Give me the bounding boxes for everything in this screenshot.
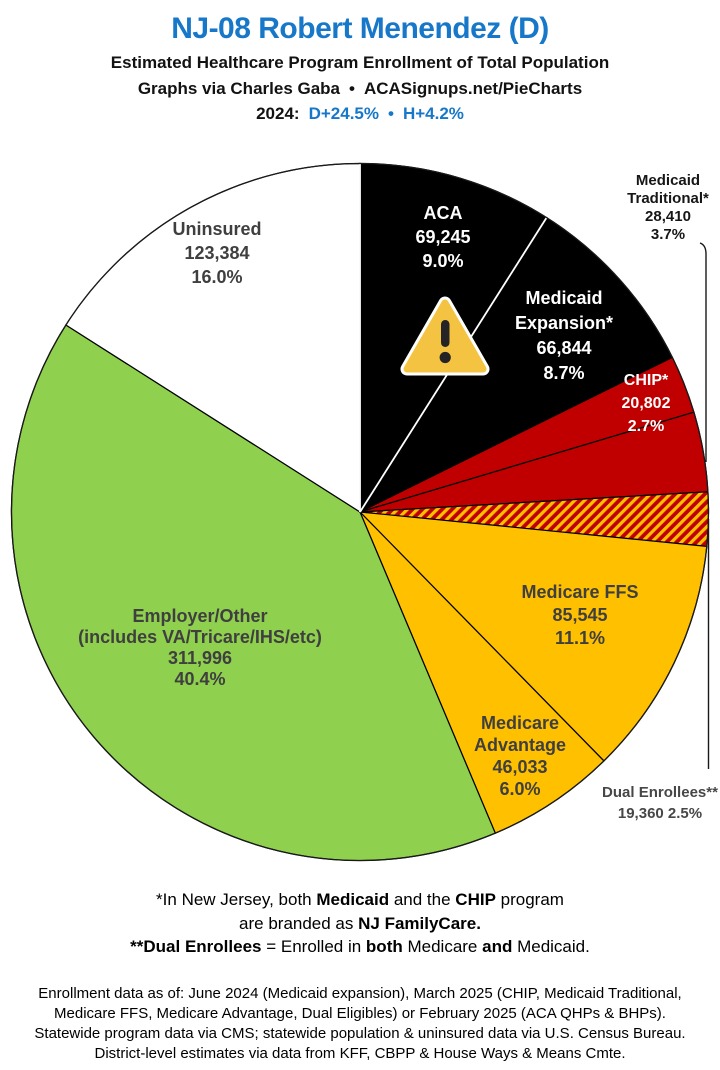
- label-medicare-advantage: Medicare Advantage 46,033 6.0%: [440, 712, 600, 800]
- partisan-lean-line: 2024: D+24.5% • H+4.2%: [0, 104, 720, 124]
- slice-label-line: 6.0%: [499, 779, 541, 799]
- slice-label-line: Traditional*: [627, 190, 709, 207]
- slice-label-line: 69,245: [415, 227, 471, 247]
- credit-line: Graphs via Charles Gaba • ACASignups.net…: [0, 79, 720, 99]
- partisan-year: 2024:: [256, 104, 300, 123]
- partisan-d-lean: D+24.5%: [308, 104, 379, 123]
- credit-text: Graphs via Charles Gaba: [137, 79, 341, 98]
- slice-label-line: Expansion*: [514, 313, 614, 333]
- slice-label-line: Medicare: [480, 713, 560, 733]
- slice-label-line: ACA: [423, 203, 463, 223]
- footnote-line: **Dual Enrollees = Enrolled in both Medi…: [130, 937, 590, 956]
- pie-chart-svg: [10, 162, 710, 862]
- slice-label-line: 46,033: [492, 757, 548, 777]
- pie-rim-outline: [10, 162, 710, 862]
- fine-print-line: Medicare FFS, Medicare Advantage, Dual E…: [54, 1005, 666, 1022]
- fine-print-line: Statewide program data via CMS; statewid…: [34, 1025, 686, 1042]
- label-dual-enrollees: Dual Enrollees** 19,360 2.5%: [570, 782, 720, 824]
- slice-label-line: 9.0%: [422, 251, 464, 271]
- slice-label-line: 123,384: [184, 243, 250, 263]
- label-employer-other: Employer/Other (includes VA/Tricare/IHS/…: [55, 606, 345, 690]
- label-medicaid-traditional: Medicaid Traditional* 28,410 3.7%: [598, 172, 720, 244]
- slice-label-line: 66,844: [536, 338, 592, 358]
- slice-label-line: Medicare FFS: [521, 582, 639, 602]
- chart-subtitle: Estimated Healthcare Program Enrollment …: [110, 53, 610, 72]
- label-medicaid-expansion: Medicaid Expansion* 66,844 8.7%: [469, 286, 659, 386]
- partisan-h-lean: H+4.2%: [402, 104, 464, 123]
- slice-label-line: 19,360 2.5%: [617, 805, 703, 822]
- label-aca: ACA 69,245 9.0%: [383, 201, 503, 273]
- slice-label-line: 16.0%: [191, 267, 243, 287]
- footnote-familycare: *In New Jersey, both Medicaid and the CH…: [0, 888, 720, 959]
- slice-label-line: Medicaid: [635, 172, 701, 189]
- slice-label-line: 85,545: [552, 605, 608, 625]
- label-chip: CHIP* 20,802 2.7%: [591, 369, 701, 438]
- fine-print: Enrollment data as of: June 2024 (Medica…: [0, 984, 720, 1064]
- fine-print-line: District-level estimates via data from K…: [94, 1045, 626, 1062]
- slice-label-line: Employer/Other: [132, 606, 268, 626]
- slice-label-line: 2.7%: [627, 418, 665, 435]
- slice-label-line: Uninsured: [172, 219, 262, 239]
- slice-label-line: Medicaid: [525, 288, 603, 308]
- warning-triangle-icon: [400, 296, 490, 376]
- dot-separator-icon: •: [388, 104, 394, 123]
- pie-slices-group: [10, 162, 710, 862]
- page-title: NJ-08 Robert Menendez (D): [171, 12, 549, 45]
- label-medicare-ffs: Medicare FFS 85,545 11.1%: [495, 581, 665, 650]
- credit-site: ACASignups.net/PieCharts: [363, 79, 583, 98]
- footnote-line: are branded as NJ FamilyCare.: [239, 913, 481, 933]
- slice-label-line: 3.7%: [650, 226, 686, 243]
- fine-print-line: Enrollment data as of: June 2024 (Medica…: [38, 985, 682, 1002]
- slice-label-line: 40.4%: [174, 669, 226, 689]
- slice-label-line: Dual Enrollees**: [602, 784, 718, 801]
- slice-label-line: CHIP*: [623, 372, 669, 389]
- slice-label-line: Advantage: [473, 735, 567, 755]
- slice-label-line: 11.1%: [554, 628, 606, 648]
- slice-label-line: 8.7%: [543, 363, 585, 383]
- leader-line-medicaid-traditional: [699, 242, 707, 462]
- slice-label-line: 20,802: [621, 395, 671, 412]
- footnote-line: *In New Jersey, both Medicaid and the CH…: [156, 890, 564, 909]
- slice-label-line: (includes VA/Tricare/IHS/etc): [78, 627, 322, 647]
- label-uninsured: Uninsured 123,384 16.0%: [107, 217, 327, 289]
- slice-label-line: 311,996: [167, 648, 233, 668]
- slice-label-line: 28,410: [645, 208, 691, 225]
- dot-separator-icon: •: [349, 79, 355, 98]
